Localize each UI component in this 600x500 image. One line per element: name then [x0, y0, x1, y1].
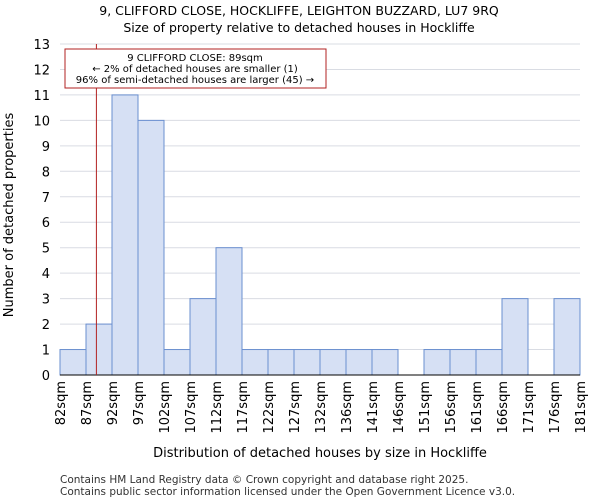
- annotation-line2: ← 2% of detached houses are smaller (1): [92, 64, 298, 75]
- y-tick-label: 8: [42, 165, 50, 180]
- footer-line1: Contains HM Land Registry data © Crown c…: [60, 474, 468, 486]
- x-tick-label: 112sqm: [210, 381, 225, 434]
- bar-166sqm: [501, 298, 529, 376]
- chart-title-line1: 9, CLIFFORD CLOSE, HOCKLIFFE, LEIGHTON B…: [99, 3, 499, 18]
- y-tick-label: 11: [33, 89, 50, 104]
- bar-141sqm: [371, 349, 399, 376]
- x-tick-label: 97sqm: [132, 381, 147, 425]
- x-tick-label: 122sqm: [262, 381, 277, 434]
- y-tick-label: 13: [33, 38, 50, 53]
- x-tick-label: 107sqm: [184, 381, 199, 434]
- bar-161sqm: [475, 349, 503, 376]
- annotation-line1: 9 CLIFFORD CLOSE: 89sqm: [127, 53, 263, 64]
- bar-127sqm: [293, 349, 321, 376]
- x-tick-label: 82sqm: [54, 381, 69, 425]
- y-tick-label: 5: [42, 242, 50, 257]
- x-tick-label: 171sqm: [522, 381, 537, 434]
- x-tick-label: 87sqm: [80, 381, 95, 425]
- x-tick-label: 146sqm: [392, 381, 407, 434]
- x-tick-label: 176sqm: [548, 381, 563, 434]
- bar-136sqm: [345, 349, 373, 376]
- y-tick-label: 3: [42, 293, 50, 308]
- bar-92sqm: [111, 94, 139, 376]
- bar-151sqm: [423, 349, 451, 376]
- x-tick-label: 127sqm: [288, 381, 303, 434]
- y-tick-label: 4: [42, 267, 50, 282]
- bar-122sqm: [267, 349, 295, 376]
- x-axis-label: Distribution of detached houses by size …: [153, 446, 487, 461]
- annotation-box: [64, 48, 327, 89]
- x-tick-label: 151sqm: [418, 381, 433, 434]
- annotation-line3: 96% of semi-detached houses are larger (…: [76, 75, 314, 86]
- y-tick-label: 2: [42, 318, 50, 333]
- y-axis-label: Number of detached properties: [2, 113, 17, 318]
- x-tick-label: 102sqm: [158, 381, 173, 434]
- x-tick-labels: 82sqm 87sqm 92sqm 97sqm 102sqm 107sqm 112sqm 11…: [54, 381, 589, 434]
- bar-102sqm: [163, 349, 191, 376]
- bar-117sqm: [241, 349, 269, 376]
- x-tick-label: 156sqm: [444, 381, 459, 434]
- bar-112sqm: [215, 247, 243, 376]
- y-tick-label: 7: [42, 191, 50, 206]
- y-tick-label: 10: [33, 114, 50, 129]
- bar-107sqm: [189, 298, 217, 376]
- y-tick-label: 6: [42, 216, 50, 231]
- x-tick-label: 161sqm: [470, 381, 485, 434]
- bar-132sqm: [319, 349, 347, 376]
- y-tick-label: 9: [42, 140, 50, 155]
- x-tick-label: 132sqm: [314, 381, 329, 434]
- bar-156sqm: [449, 349, 477, 376]
- bar-87sqm: [85, 323, 113, 376]
- x-tick-label: 181sqm: [574, 381, 589, 434]
- x-tick-label: 136sqm: [340, 381, 355, 434]
- bar-82sqm: [59, 349, 87, 376]
- footer-line2: Contains public sector information licen…: [60, 486, 515, 498]
- bar-97sqm: [137, 119, 165, 376]
- chart-title-line2: Size of property relative to detached ho…: [123, 20, 475, 35]
- x-tick-label: 92sqm: [106, 381, 121, 425]
- bars: [59, 94, 581, 376]
- y-tick-label: 12: [33, 63, 50, 78]
- bar-176sqm: [553, 298, 581, 376]
- y-tick-label: 1: [42, 344, 50, 359]
- x-tick-label: 117sqm: [236, 381, 251, 434]
- y-tick-label: 0: [42, 369, 50, 384]
- x-tick-label: 166sqm: [496, 381, 511, 434]
- x-tick-label: 141sqm: [366, 381, 381, 434]
